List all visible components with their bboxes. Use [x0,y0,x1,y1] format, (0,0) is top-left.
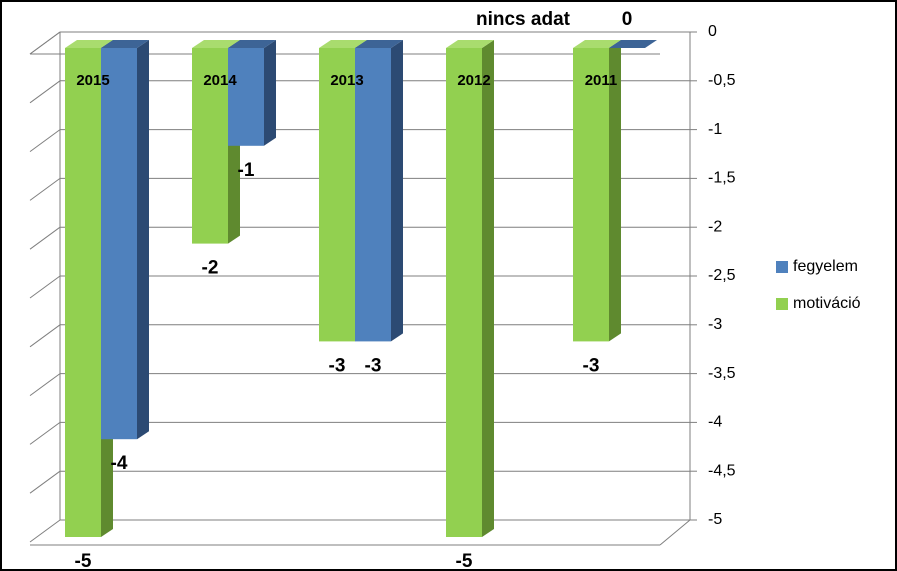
bar-face [319,48,355,342]
y-tick-label: -4,5 [708,462,736,479]
data-label: -5 [75,551,92,571]
bar-face [65,48,101,537]
bar-face [446,40,494,48]
side-grid [29,373,61,397]
y-tick-label: -3,5 [708,365,736,382]
data-label: -3 [329,355,346,376]
data-label: -3 [365,355,382,376]
y-tick-label: -2 [708,218,722,235]
side-grid [29,275,61,299]
bar-face [573,48,609,342]
bar-face [355,40,403,48]
side-grid [29,470,61,494]
bar [573,40,621,342]
bar-face [264,40,276,146]
side-grid [29,324,61,348]
bar-face [192,40,240,48]
bar-face [137,40,149,440]
y-tick-label: 0 [708,23,717,40]
y-tick-label: -2,5 [708,267,736,284]
floor-edge [29,31,61,55]
y-tick-label: -4 [708,414,722,431]
side-grid [29,177,61,201]
bar-face [573,40,621,48]
side-grid [29,519,61,543]
legend-swatch [776,298,788,310]
bar-face [446,48,482,537]
bar-face [192,48,228,244]
y-tick-label: -3 [708,316,722,333]
bar-face [609,40,657,48]
x-tick-label: 2012 [457,72,490,89]
data-label: -5 [456,551,473,571]
x-tick-label: 2014 [203,72,237,89]
bar-face [355,48,391,342]
bar-face [228,48,264,146]
bar [609,40,657,48]
x-tick-label: 2013 [330,72,363,89]
side-grid [29,129,61,153]
y-tick-label: -1,5 [708,170,736,187]
bar [446,40,494,537]
side-grid [29,421,61,445]
bar-face [65,40,113,48]
data-label: nincs adat [476,9,571,30]
x-tick-label: 2015 [76,72,109,89]
bar-face [101,48,137,440]
bar-face [609,40,621,342]
bar [101,40,149,440]
bar-face [228,40,276,48]
bar [228,40,276,146]
data-label: 0 [622,9,633,30]
legend-swatch [776,261,788,273]
legend-label: motiváció [793,295,861,312]
side-grid [29,226,61,250]
data-label: -3 [583,355,600,376]
y-tick-label: -0,5 [708,72,736,89]
side-grid [29,80,61,104]
y-tick-label: -5 [708,511,722,528]
floor-edge [659,519,691,546]
data-label: -4 [111,453,128,474]
data-label: -1 [238,160,255,181]
bar-face [482,40,494,537]
bar-face [101,40,149,48]
x-tick-label: 2011 [585,72,618,89]
bar-face [391,40,403,342]
bar [355,40,403,342]
y-tick-label: -1 [708,121,722,138]
legend-label: fegyelem [793,258,858,275]
bar-face [319,40,367,48]
data-label: -2 [202,258,219,279]
